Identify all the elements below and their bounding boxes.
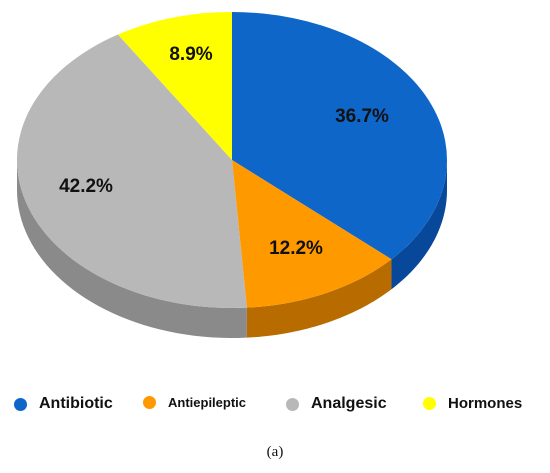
pie-slice-antibiotic [232, 12, 447, 260]
legend-label-antiepileptic: Antiepileptic [168, 395, 247, 410]
pie-side-analgesic [17, 160, 247, 338]
pie-label-hormones: 8.9% [169, 44, 212, 65]
legend-label-antibiotic: Antibiotic [39, 395, 113, 412]
pie-sides [17, 160, 447, 338]
legend-item-hormones: Hormones [423, 395, 522, 412]
pie-slice-hormones [117, 12, 232, 160]
pie-chart: 36.7% 12.2% 42.2% 8.9% [16, 12, 447, 338]
pie-label-analgesic: 42.2% [59, 176, 113, 197]
legend-dot-antiepileptic [143, 396, 156, 409]
legend-item-antiepileptic: Antiepileptic [143, 395, 246, 410]
pie-slice-antiepileptic [232, 160, 392, 308]
pie-slices [16, 12, 447, 309]
legend-item-antibiotic: Antibiotic [14, 395, 113, 413]
legend-dot-antibiotic [14, 397, 27, 411]
pie-labels: 36.7% 12.2% 42.2% 8.9% [59, 44, 389, 259]
legend-dot-hormones [423, 397, 436, 410]
legend-label-analgesic: Analgesic [311, 395, 387, 412]
pie-slice-analgesic [16, 34, 247, 309]
pie-label-antibiotic: 36.7% [335, 106, 389, 127]
legend-label-hormones: Hormones [448, 395, 523, 412]
pie-side-antibiotic [391, 160, 447, 290]
legend-item-analgesic: Analgesic [286, 395, 387, 413]
pie-side-antiepileptic [246, 259, 392, 338]
legend: Antibiotic Antiepileptic Analgesic Hormo… [0, 395, 550, 425]
pie-label-antiepileptic: 12.2% [269, 238, 323, 259]
figure-caption: (a) [266, 444, 284, 460]
legend-dot-analgesic [286, 397, 299, 411]
